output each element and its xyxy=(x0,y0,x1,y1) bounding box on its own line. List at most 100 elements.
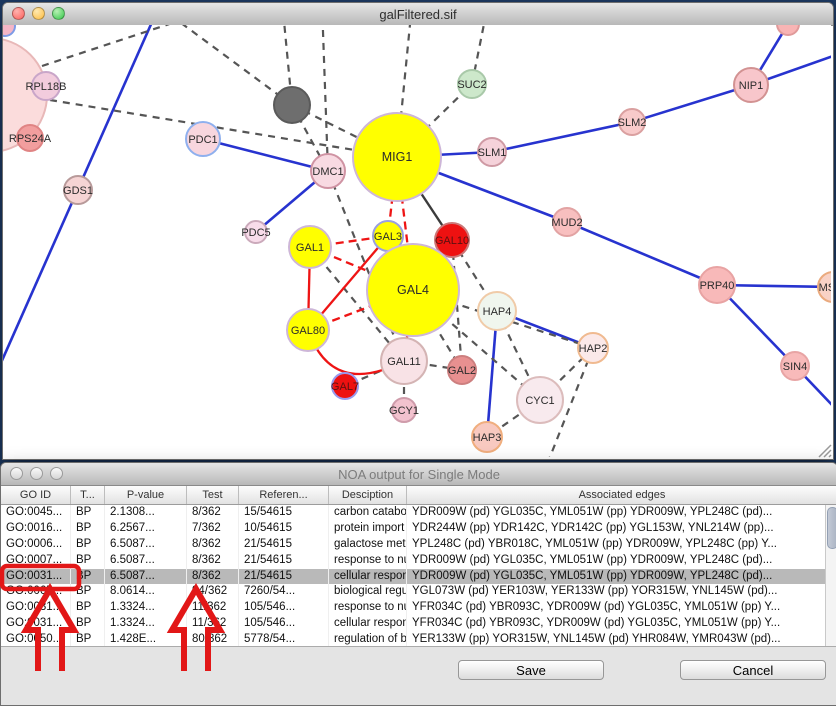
node-label: MSL1 xyxy=(819,282,831,294)
table-row[interactable]: GO:0016... BP 6.2567... 7/362 10/54615 protei… xyxy=(1,520,836,537)
node-NIP1[interactable] xyxy=(733,67,769,103)
noa-output-window: NOA output for Single Mode GO ID T... P-va… xyxy=(0,462,836,706)
node-SLM1[interactable] xyxy=(477,137,507,167)
table-body: GO:0045... BP 2.1308... 8/362 15/54615 carbon… xyxy=(1,505,836,648)
table-cell: 7260/54... xyxy=(239,584,329,601)
column-header-0[interactable]: GO ID xyxy=(1,486,71,504)
node-RPL18B[interactable] xyxy=(31,71,61,101)
node-SLM2[interactable] xyxy=(618,108,646,136)
table-cell: response to nut... xyxy=(329,600,407,617)
table-cell: YGL073W (pd) YER103W, YER133W (pp) YOR31… xyxy=(412,585,778,598)
scrollbar-thumb[interactable] xyxy=(827,507,836,549)
table-cell: YFR034C (pd) YBR093C, YDR009W (pd) YGL03… xyxy=(412,617,781,630)
column-header-4[interactable]: Referen... xyxy=(239,486,329,504)
node-label: GAL4 xyxy=(397,283,429,297)
table-row[interactable]: GO:0065... BP 8.0614... 94/362 7260/54... bio… xyxy=(1,584,836,601)
node-GAL4[interactable] xyxy=(366,243,460,337)
network-window-titlebar[interactable]: galFiltered.sif xyxy=(3,3,833,26)
table-row[interactable]: GO:0031... BP 1.3324... 11/362 105/546... cel… xyxy=(1,616,836,633)
save-button[interactable]: Save xyxy=(458,660,604,680)
close-button-icon[interactable] xyxy=(10,467,23,480)
node-label: GCY1 xyxy=(389,405,419,417)
table-cell: GO:0016... xyxy=(1,520,71,537)
node-PDC1[interactable] xyxy=(185,121,221,157)
column-header-2[interactable]: P-value xyxy=(105,486,187,504)
table-row[interactable]: GO:0031... BP 6.5087... 8/362 21/54615 cellul… xyxy=(1,568,836,585)
node-CYC1[interactable] xyxy=(516,376,564,424)
cancel-button[interactable]: Cancel xyxy=(680,660,826,680)
table-cell: 8/362 xyxy=(187,552,239,569)
resize-grip-icon[interactable] xyxy=(816,442,832,458)
node-PDC5[interactable] xyxy=(244,220,268,244)
table-row[interactable]: GO:0006... BP 6.5087... 8/362 21/54615 galact… xyxy=(1,536,836,553)
node-label: RPS24A xyxy=(9,133,52,145)
zoom-button-icon[interactable] xyxy=(50,467,63,480)
table-row[interactable]: GO:0007... BP 6.5087... 8/362 21/54615 respon… xyxy=(1,552,836,569)
edge-blue[interactable] xyxy=(716,283,831,289)
table-row[interactable]: GO:0045... BP 2.1308... 8/362 15/54615 carbon… xyxy=(1,505,836,521)
table-cell: 6.2567... xyxy=(105,520,187,537)
node-cut-top-left[interactable] xyxy=(3,25,16,37)
table-cell: 6.5087... xyxy=(105,568,187,585)
edge-dashed[interactable] xyxy=(41,25,230,68)
edge-dashed[interactable] xyxy=(309,246,405,362)
table-cell: GO:0006... xyxy=(1,536,71,553)
table-cell: 8.0614... xyxy=(105,584,187,601)
table-row[interactable]: GO:0031... BP 1.3324... 11/362 105/546... res… xyxy=(1,600,836,617)
noa-window-titlebar[interactable]: NOA output for Single Mode xyxy=(1,463,836,486)
node-HAP4[interactable] xyxy=(477,291,517,331)
vertical-scrollbar[interactable] xyxy=(825,505,836,648)
close-button-icon[interactable] xyxy=(12,7,25,20)
node-GAL2[interactable] xyxy=(447,355,477,385)
node-SUC2[interactable] xyxy=(457,69,487,99)
minimize-button-icon[interactable] xyxy=(30,467,43,480)
node-gray1[interactable] xyxy=(273,86,311,124)
node-MIG1[interactable] xyxy=(352,112,442,202)
edge-dashed[interactable] xyxy=(150,25,293,106)
node-GAL7[interactable] xyxy=(331,372,359,400)
table-cell: BP xyxy=(71,520,105,537)
node-SIN4[interactable] xyxy=(780,351,810,381)
column-header-6[interactable]: Associated edges xyxy=(578,489,666,501)
table-cell: YDR009W (pd) YGL035C, YML051W (pp) YDR00… xyxy=(412,553,773,566)
table-cell: galactose meta... xyxy=(329,536,407,553)
node-PRP40[interactable] xyxy=(698,266,736,304)
edge-dashed[interactable] xyxy=(403,359,463,372)
node-label: GAL80 xyxy=(291,325,325,337)
node-label: GAL10 xyxy=(435,235,469,247)
node-GAL11[interactable] xyxy=(380,337,428,385)
network-canvas[interactable]: RPL18B RPS24A GDS1 PDC1 DMC1 MIG1 SUC2 SLM1 SLM2… xyxy=(3,25,831,457)
edge-dashed[interactable] xyxy=(321,25,330,172)
edge-blue[interactable] xyxy=(202,137,329,173)
table-cell: 1.3324... xyxy=(105,616,187,633)
column-header-1[interactable]: T... xyxy=(71,486,105,504)
minimize-button-icon[interactable] xyxy=(32,7,45,20)
node-GAL10[interactable] xyxy=(434,222,470,258)
node-GAL1[interactable] xyxy=(288,225,332,269)
node-label: SLM1 xyxy=(478,147,507,159)
edge-blue[interactable] xyxy=(566,220,718,287)
node-GAL80[interactable] xyxy=(286,308,330,352)
node-MUD2[interactable] xyxy=(552,207,582,237)
node-GCY1[interactable] xyxy=(391,397,417,423)
table-cell: 10/54615 xyxy=(239,520,329,537)
edge-dashed[interactable] xyxy=(282,25,294,106)
table-cell: BP xyxy=(71,536,105,553)
node-MSL1[interactable] xyxy=(817,271,831,303)
node-DMC1[interactable] xyxy=(310,153,346,189)
edge-dashed[interactable] xyxy=(49,98,398,159)
node-label: GAL7 xyxy=(331,381,359,393)
edge-blue[interactable] xyxy=(485,310,499,438)
node-GDS1[interactable] xyxy=(63,175,93,205)
node-RPS24A[interactable] xyxy=(16,124,44,152)
column-header-5[interactable]: Desciption xyxy=(329,486,407,504)
table-cell: 7/362 xyxy=(187,520,239,537)
edge-blue[interactable] xyxy=(491,120,633,154)
zoom-button-icon[interactable] xyxy=(52,7,65,20)
node-HAP2[interactable] xyxy=(577,332,609,364)
edge-blue[interactable] xyxy=(631,83,752,124)
node-HAP3[interactable] xyxy=(471,421,503,453)
column-header-3[interactable]: Test xyxy=(187,486,239,504)
node-cut-top-right[interactable] xyxy=(776,25,800,36)
table-cell: BP xyxy=(71,584,105,601)
